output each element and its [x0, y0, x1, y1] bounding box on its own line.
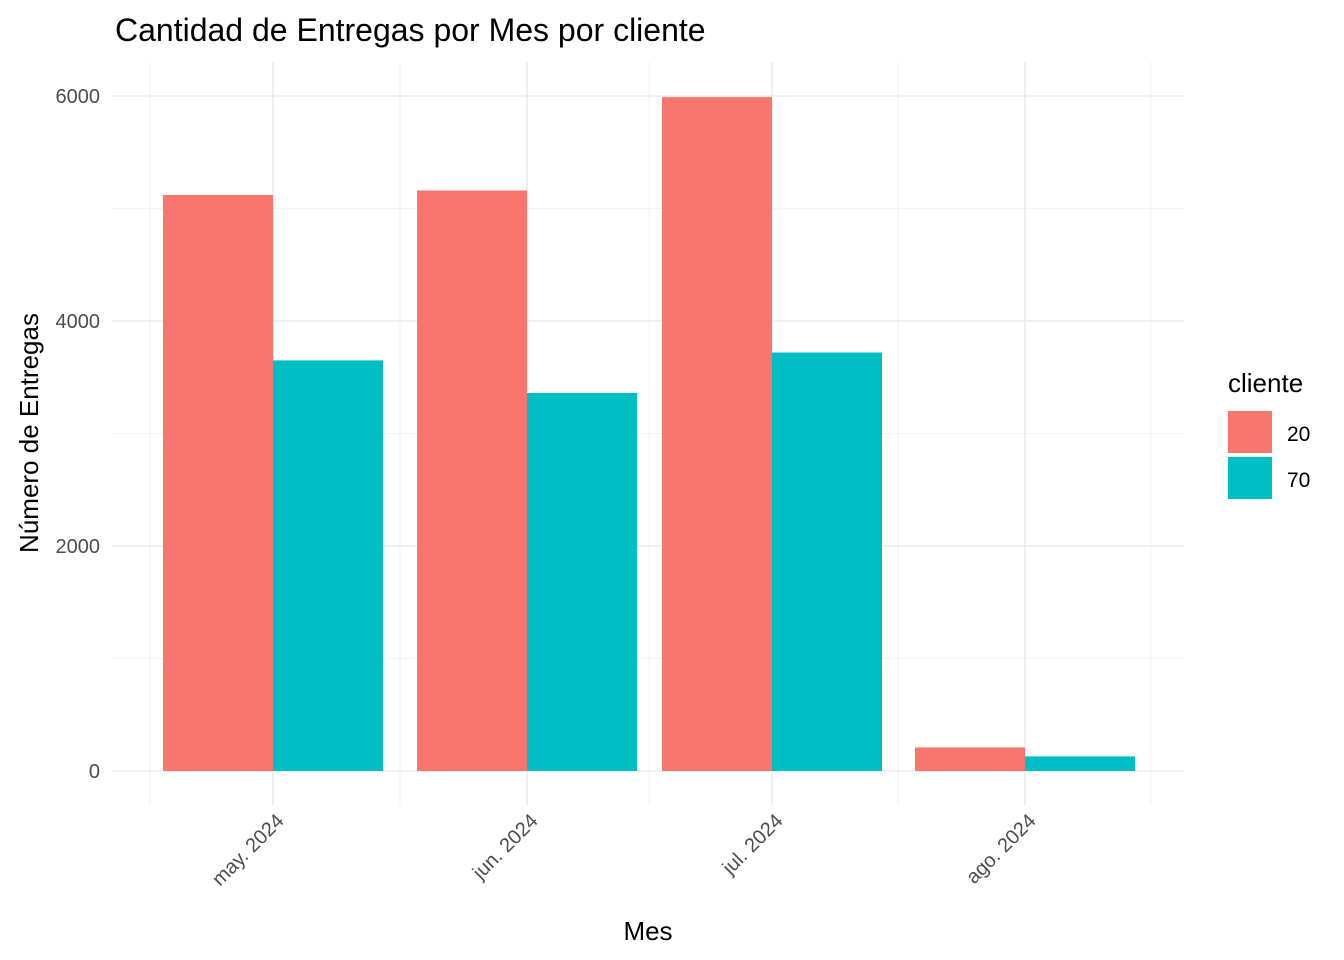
legend-label-20: 20 [1287, 423, 1310, 446]
x-axis-title: Mes [623, 916, 672, 946]
y-axis-ticks: 0 2000 4000 6000 [56, 86, 101, 783]
chart-title: Cantidad de Entregas por Mes por cliente [115, 12, 706, 48]
y-tick-label: 4000 [56, 311, 101, 333]
legend-label-70: 70 [1287, 469, 1310, 492]
bar-ago-2024series-20 [915, 747, 1025, 771]
bar-jul-2024series-20 [662, 97, 772, 771]
bar-ago-2024series-70 [1025, 756, 1135, 771]
bar-jun-2024series-70 [527, 393, 637, 771]
x-tick-label: ago. 2024 [962, 810, 1040, 888]
bar-may-2024series-70 [273, 360, 383, 771]
x-tick-label: may. 2024 [208, 810, 289, 891]
bar-jun-2024series-20 [417, 190, 527, 771]
legend-title: cliente [1228, 368, 1303, 398]
legend-key-20 [1228, 411, 1272, 453]
bars [163, 97, 1135, 771]
legend-key-70 [1228, 457, 1272, 499]
y-axis-title: Número de Entregas [14, 313, 44, 553]
x-tick-label: jun. 2024 [468, 810, 542, 884]
x-axis-ticks: may. 2024 jun. 2024 jul. 2024 ago. 2024 [208, 810, 1041, 891]
legend: cliente 20 70 [1228, 368, 1310, 499]
x-tick-label: jul. 2024 [718, 810, 788, 880]
bar-jul-2024series-70 [772, 352, 882, 771]
y-tick-label: 0 [89, 761, 100, 783]
y-tick-label: 2000 [56, 536, 101, 558]
y-tick-label: 6000 [56, 86, 101, 108]
bar-may-2024series-20 [163, 195, 273, 771]
